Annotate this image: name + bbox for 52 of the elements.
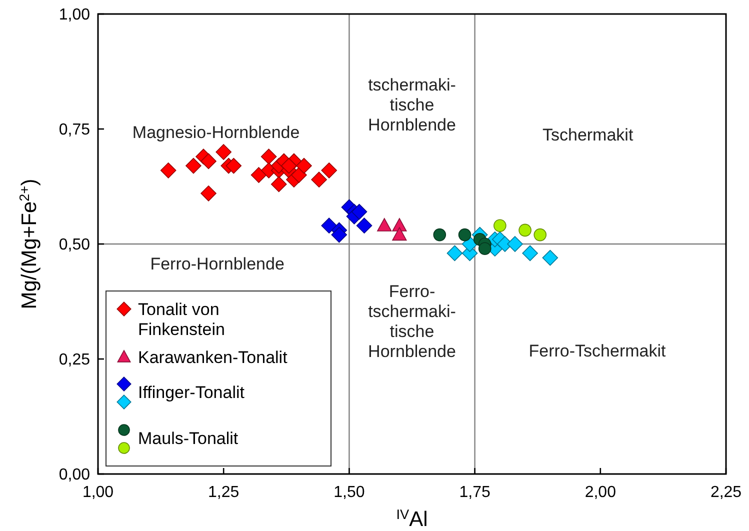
x-tick-label: 2,25: [710, 484, 742, 501]
point: [446, 245, 463, 262]
point: [250, 167, 267, 183]
point: [458, 228, 472, 242]
legend-label: Mauls-Tonalit: [138, 429, 238, 448]
point: [507, 236, 523, 252]
point: [534, 228, 547, 242]
point: [216, 144, 232, 160]
x-tick-label: 1,50: [334, 484, 365, 501]
x-axis-title: $^{IV}$Al: [396, 506, 428, 531]
point: [356, 218, 372, 234]
x-tick-label: 2,00: [584, 484, 616, 501]
legend-label: Tonalit von Finkenstein: [138, 300, 225, 339]
point: [291, 167, 307, 183]
x-tick-label: 1,00: [82, 484, 114, 501]
annotation: Ferro- tschermaki- tische Hornblende: [368, 282, 456, 361]
annotation: Ferro-Hornblende: [150, 254, 284, 274]
y-tick-label: 0,75: [58, 122, 90, 139]
point: [186, 158, 202, 174]
y-tick-label: 0,50: [58, 236, 90, 254]
point: [522, 245, 538, 262]
point: [321, 218, 338, 234]
point: [160, 162, 176, 178]
annotation: Magnesio-Hornblende: [132, 123, 300, 142]
legend-label: Iffinger-Tonalit: [138, 383, 245, 402]
legend-label: Karawanken-Tonalit: [138, 348, 288, 367]
point: [494, 219, 506, 232]
point: [281, 158, 297, 174]
annotation: Tschermakit: [542, 126, 634, 144]
point: [478, 242, 492, 255]
annotation: tschermaki- tische Hornblende: [368, 76, 456, 135]
point: [296, 158, 312, 174]
x-tick-label: 1,75: [459, 484, 490, 501]
x-tick-label: 1,25: [208, 484, 240, 501]
point: [518, 224, 532, 237]
y-tick-label: 0,00: [58, 466, 90, 484]
point: [542, 250, 558, 266]
point: [200, 153, 216, 170]
point: [226, 158, 242, 174]
point: [377, 218, 392, 232]
point: [433, 228, 446, 242]
annotation: Ferro-Tschermakit: [528, 342, 666, 361]
point: [200, 186, 216, 202]
point: [270, 176, 287, 192]
y-tick-label: 1,00: [58, 6, 90, 24]
point: [331, 226, 348, 243]
point: [321, 162, 338, 178]
y-tick-label: 0,25: [58, 352, 90, 369]
point: [351, 204, 368, 220]
point: [311, 172, 327, 188]
point: [260, 148, 277, 164]
point: [392, 227, 407, 241]
